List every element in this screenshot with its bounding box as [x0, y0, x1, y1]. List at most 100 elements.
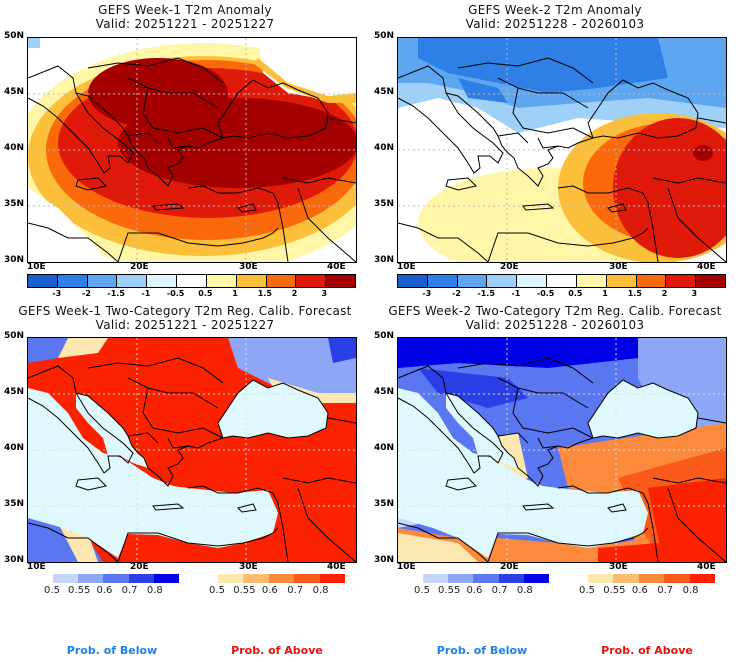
panel4-valid: Valid: 20251228 - 20260103 — [465, 318, 645, 332]
colorbar-tick-label: -3 — [422, 289, 432, 298]
colorbar-swatch — [588, 574, 614, 583]
map-week2-probability-svg — [398, 338, 726, 562]
colorbar-tick-label: 1 — [602, 289, 608, 298]
colorbar-swatch — [689, 574, 716, 583]
colorbar-tick-label: -1 — [511, 289, 521, 298]
colorbar-swatch — [87, 275, 118, 287]
colorbar-swatch — [523, 574, 550, 583]
probability-tick-label: 0.55 — [603, 585, 626, 596]
map-week2-anomaly — [397, 37, 727, 263]
anomaly-colorbar-week1 — [27, 274, 356, 288]
below-colorbar-week2 — [423, 574, 550, 583]
probability-tick-label: 0.8 — [312, 585, 329, 596]
lon-label: 40E — [327, 562, 346, 572]
probability-tick-label: 0.6 — [631, 585, 648, 596]
colorbar-swatch — [666, 275, 697, 287]
lon-label: 40E — [697, 562, 716, 572]
lat-label: 30N — [3, 255, 24, 265]
colorbar-swatch — [398, 275, 428, 287]
colorbar-swatch — [28, 275, 58, 287]
lat-label: 40N — [3, 143, 24, 153]
probability-tick-label: 0.5 — [414, 585, 430, 596]
probability-tick-label: 0.5 — [44, 585, 60, 596]
probability-tick-label: 0.7 — [491, 585, 508, 596]
map-week1-anomaly — [27, 37, 357, 263]
probability-tick-label: 0.5 — [209, 585, 225, 596]
lat-label: 30N — [3, 555, 24, 565]
panel4-title-text: GEFS Week-2 Two-Category T2m Reg. Calib.… — [388, 304, 722, 318]
lat-label: 35N — [3, 499, 24, 509]
lon-label: 20E — [130, 262, 149, 272]
lon-label: 30E — [609, 562, 628, 572]
colorbar-tick-label: -0.5 — [536, 289, 555, 298]
lat-label: 45N — [373, 387, 394, 397]
colorbar-swatch — [457, 275, 488, 287]
colorbar-swatch — [268, 574, 295, 583]
colorbar-swatch — [266, 275, 297, 287]
probability-tick-label: 0.7 — [657, 585, 674, 596]
colorbar-tick-label: 1 — [232, 289, 238, 298]
colorbar-tick-label: 3 — [691, 289, 698, 298]
prob-above-label-2: Prob. of Above — [601, 644, 693, 657]
colorbar-tick-label: -1.5 — [107, 289, 125, 298]
prob-below-label-1: Prob. of Below — [66, 644, 158, 657]
colorbar-swatch — [606, 275, 637, 287]
colorbar-tick-label: -2 — [82, 289, 91, 298]
lat-label: 45N — [3, 387, 24, 397]
lon-label: 40E — [327, 262, 346, 272]
colorbar-swatch — [517, 275, 548, 287]
colorbar-tick-label: 3 — [321, 289, 328, 298]
panel3-title: GEFS Week-1 Two-Category T2m Reg. Calib.… — [0, 304, 370, 332]
anomaly-colorbar-week2 — [397, 274, 726, 288]
panel3-valid: Valid: 20251221 - 20251227 — [95, 318, 275, 332]
colorbar-swatch — [498, 574, 524, 583]
colorbar-tick-label: -0.5 — [166, 289, 185, 298]
lat-label: 30N — [373, 555, 394, 565]
colorbar-tick-label: -2 — [452, 289, 461, 298]
probability-tick-label: 0.8 — [516, 585, 533, 596]
lon-label: 10E — [397, 262, 416, 272]
probability-tick-label: 0.6 — [466, 585, 483, 596]
lat-label: 40N — [3, 443, 24, 453]
map-week1-probability — [27, 337, 357, 563]
colorbar-tick-label: -3 — [52, 289, 62, 298]
lon-label: 10E — [27, 262, 46, 272]
colorbar-tick-label: -1 — [141, 289, 151, 298]
colorbar-swatch — [296, 275, 327, 287]
colorbar-swatch — [547, 275, 577, 287]
lat-label: 35N — [373, 499, 394, 509]
colorbar-swatch — [448, 574, 474, 583]
panel2-title: GEFS Week-2 T2m Anomaly Valid: 20251228 … — [370, 3, 740, 31]
lat-label: 35N — [3, 199, 24, 209]
lon-label: 30E — [609, 262, 628, 272]
colorbar-swatch — [236, 275, 267, 287]
lon-label: 20E — [500, 262, 519, 272]
lat-label: 50N — [3, 31, 24, 41]
probability-tick-label: 0.5 — [579, 585, 595, 596]
colorbar-tick-label: 1.5 — [257, 289, 272, 298]
colorbar-swatch — [326, 275, 355, 287]
colorbar-swatch — [638, 574, 665, 583]
lon-label: 10E — [397, 562, 416, 572]
lat-label: 40N — [373, 443, 394, 453]
colorbar-swatch — [636, 275, 667, 287]
colorbar-swatch — [613, 574, 639, 583]
colorbar-swatch — [696, 275, 725, 287]
colorbar-swatch — [103, 574, 129, 583]
probability-tick-label: 0.55 — [233, 585, 256, 596]
probability-tick-label: 0.55 — [68, 585, 91, 596]
panel1-title-text: GEFS Week-1 T2m Anomaly — [98, 3, 272, 17]
colorbar-swatch — [487, 275, 518, 287]
map-week2-anomaly-svg — [398, 38, 726, 262]
prob-below-label-2: Prob. of Below — [436, 644, 528, 657]
colorbar-swatch — [664, 574, 690, 583]
probability-tick-label: 0.8 — [682, 585, 699, 596]
lon-label: 20E — [500, 562, 519, 572]
below-colorbar-week1 — [53, 574, 180, 583]
colorbar-swatch — [473, 574, 499, 583]
colorbar-swatch — [294, 574, 320, 583]
probability-tick-label: 0.7 — [287, 585, 304, 596]
lon-label: 10E — [27, 562, 46, 572]
above-colorbar-week1 — [218, 574, 346, 583]
lon-label: 20E — [130, 562, 149, 572]
